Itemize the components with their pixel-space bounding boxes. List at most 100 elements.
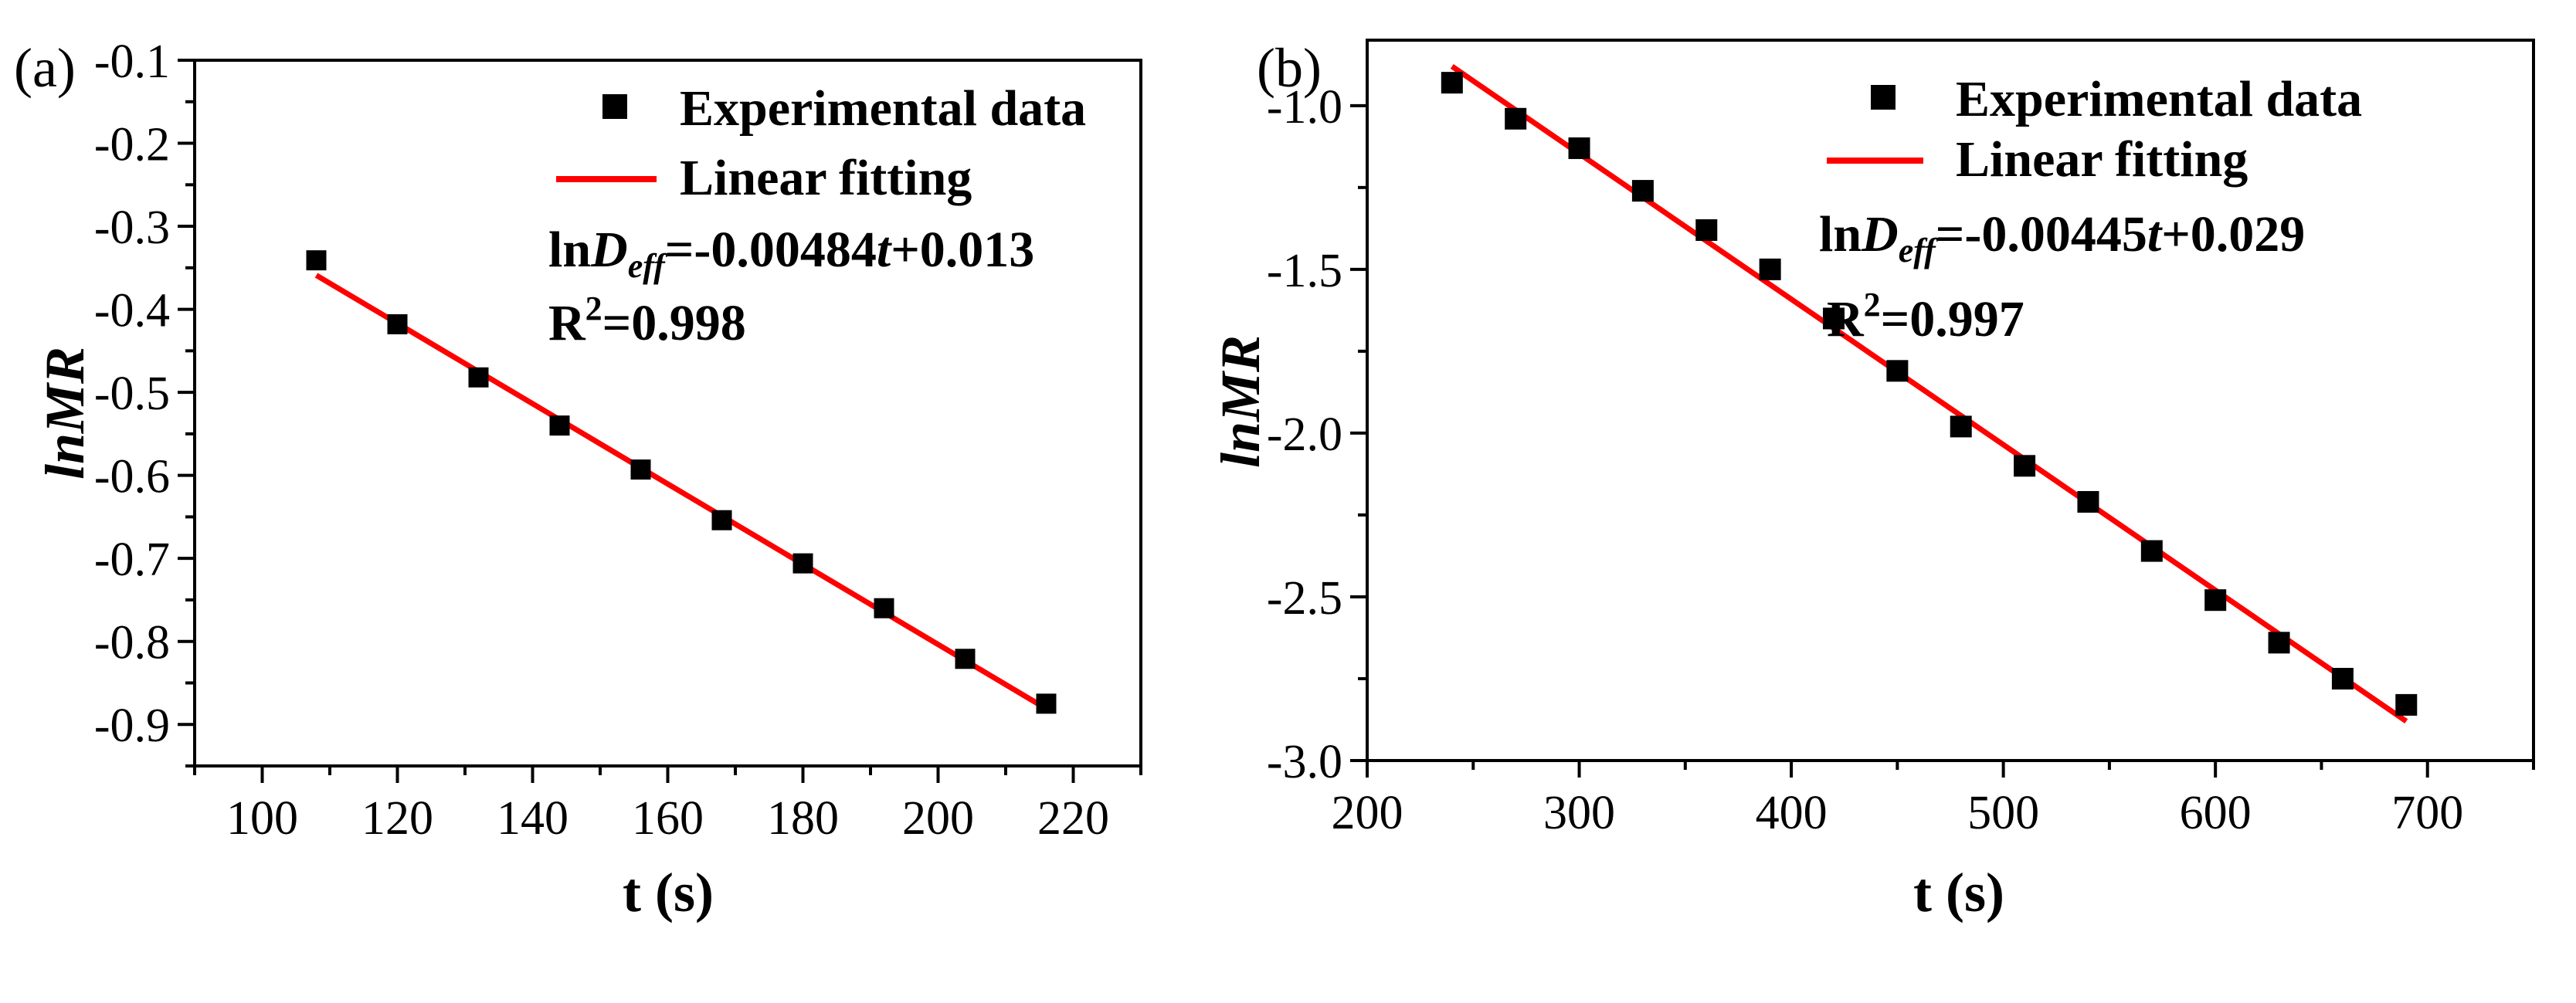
panel-a-y-tick-label: -0.3 [94, 202, 170, 254]
panel-b-data-point [2077, 490, 2099, 513]
panel-b-data-point [1695, 219, 1718, 241]
panel-b-y-axis-title: lnMR [1210, 335, 1271, 468]
panel-a-r2: R2=0.998 [548, 290, 746, 351]
panel-b-data-point [2204, 589, 2227, 612]
panel-b-eq-D: D [1861, 206, 1899, 263]
panel-a-y-tick-label: -0.1 [94, 36, 170, 88]
panel-a-legend-experimental: Experimental data [680, 80, 1086, 137]
panel-b-data-point [2395, 693, 2418, 716]
panel-a: (a) 100 120 140 160 180 200 220 -0.1-0.2-0.3-0… [14, 36, 1142, 923]
panel-b-y-ticks: -1.0 -1.5 -2.0 -2.5 -3.0 [1267, 81, 1367, 788]
panel-b-label: (b) [1257, 37, 1322, 99]
panel-a-data-point [306, 250, 327, 271]
panel-b-data-point [2014, 455, 2036, 477]
panel-b-y-tick-label: -1.5 [1267, 245, 1342, 297]
panel-b-data-point [1631, 180, 1654, 202]
panel-b-r2-value: =0.997 [1881, 291, 2024, 347]
panel-a-y-tick-label: -0.9 [94, 700, 170, 752]
panel-b-data-point [1950, 415, 1972, 438]
panel-b-data-point [1505, 107, 1527, 130]
panel-b-eq-t: t [2147, 206, 2163, 263]
panel-a-x-tick-label: 180 [767, 792, 839, 845]
panel-b-data-point [2140, 540, 2163, 562]
panel-a-legend-marker [602, 94, 627, 119]
panel-a-fit-line [314, 273, 1048, 711]
panel-a-x-tick-label: 200 [902, 792, 974, 845]
panel-a-x-axis-title: t (s) [623, 862, 714, 923]
panel-b: (b) 200 300 400 500 600 700 -1.0-1.5-2.0-2.5-… [1210, 37, 2535, 923]
panel-a-y-tick-label: -0.6 [94, 451, 170, 503]
panel-b-x-tick-label: 400 [1756, 787, 1828, 839]
panel-b-y-tick-label: -1.0 [1267, 81, 1342, 134]
panel-a-label: (a) [14, 37, 76, 99]
panel-b-data-point [1823, 307, 1845, 330]
panel-a-r2-prefix: R [548, 295, 586, 351]
panel-b-x-tick-label: 300 [1543, 787, 1615, 839]
panel-b-legend-experimental: Experimental data [1956, 71, 2362, 127]
panel-a-data-point [468, 367, 489, 388]
panel-b-points-layer [1441, 72, 2418, 716]
panel-a-x-tick-label: 220 [1037, 792, 1109, 845]
panel-b-eq-mid: =-0.00445 [1936, 206, 2147, 263]
panel-b-fit-line [1450, 64, 2408, 723]
panel-b-data-point [2268, 632, 2290, 654]
panel-a-x-tick-label: 100 [226, 792, 298, 845]
panel-a-data-point [955, 649, 976, 669]
panel-a-x-ticks: 100 120 140 160 180 200 220 [193, 766, 1142, 845]
panel-a-data-point [1036, 693, 1057, 714]
panel-b-x-tick-label: 200 [1332, 787, 1403, 839]
panel-a-eq-mid: =-0.00484 [665, 222, 877, 278]
panel-b-plot-frame [1366, 39, 2535, 762]
panel-b-legend-marker [1871, 85, 1896, 110]
panel-a-points-layer [306, 250, 1057, 714]
panel-a-y-tick-label: -0.5 [94, 368, 170, 420]
panel-a-fit-layer [314, 273, 1048, 711]
panel-b-y-tick-label: -2.0 [1267, 408, 1342, 461]
panel-b-eq-prefix: ln [1819, 206, 1862, 263]
panel-a-plot-frame [193, 59, 1142, 767]
panel-a-y-tick-label: -0.7 [94, 534, 170, 586]
panel-a-eq-prefix: ln [548, 222, 591, 278]
panel-b-x-ticks: 200 300 400 500 600 700 [1332, 761, 2535, 839]
panel-a-data-point [711, 510, 732, 530]
panel-b-y-tick-label: -3.0 [1267, 736, 1342, 788]
panel-b-data-point [1886, 360, 1909, 382]
panel-b-data-point [1568, 137, 1590, 159]
panel-b-x-axis-title: t (s) [1913, 862, 2004, 923]
panel-a-y-axis-title: lnMR [34, 347, 96, 479]
panel-a-eq-suffix: +0.013 [891, 222, 1034, 278]
panel-a-data-point [874, 598, 894, 618]
panel-a-equation: lnDeff=-0.00484t+0.013 [548, 222, 1034, 285]
panel-a-data-point [549, 415, 570, 436]
panel-a-legend-linear: Linear fitting [680, 150, 972, 206]
panel-b-fit-layer [1450, 64, 2408, 723]
panel-a-r2-sup: 2 [585, 290, 602, 327]
panel-b-equation: lnDeff=-0.00445t+0.029 [1819, 206, 2305, 269]
panel-b-data-point [1441, 72, 1463, 94]
panel-b-r2-sup: 2 [1864, 286, 1881, 324]
panel-a-y-ticks: -0.1 -0.2 -0.3 -0.4 -0.5 -0.6 -0.7 -0.8 -0.9 [94, 36, 195, 767]
panel-a-x-tick-label: 120 [361, 792, 433, 845]
panel-b-legend-linear: Linear fitting [1956, 131, 2248, 188]
panel-a-data-point [792, 553, 813, 574]
panel-a-eq-t: t [877, 222, 892, 278]
panel-b-x-tick-label: 600 [2180, 787, 2252, 839]
panel-a-data-point [387, 313, 408, 334]
panel-a-x-tick-label: 140 [497, 792, 568, 845]
panel-a-y-tick-label: -0.2 [94, 119, 170, 171]
panel-a-eq-sub: eff [628, 247, 668, 285]
panel-a-y-tick-label: -0.4 [94, 285, 170, 337]
panel-a-y-tick-label: -0.8 [94, 617, 170, 669]
panel-b-eq-sub: eff [1899, 232, 1939, 269]
panel-a-r2-value: =0.998 [602, 295, 746, 351]
panel-b-data-point [2331, 667, 2354, 690]
panel-b-data-point [1759, 258, 1781, 280]
panel-a-data-point [630, 459, 651, 480]
panel-b-r2: R2=0.997 [1827, 286, 2024, 347]
panel-a-x-tick-label: 160 [632, 792, 704, 845]
panel-b-eq-suffix: +0.029 [2161, 206, 2305, 263]
panel-b-y-tick-label: -2.5 [1267, 572, 1342, 625]
panel-b-r2-prefix: R [1827, 291, 1865, 347]
panel-b-x-tick-label: 700 [2391, 787, 2463, 839]
